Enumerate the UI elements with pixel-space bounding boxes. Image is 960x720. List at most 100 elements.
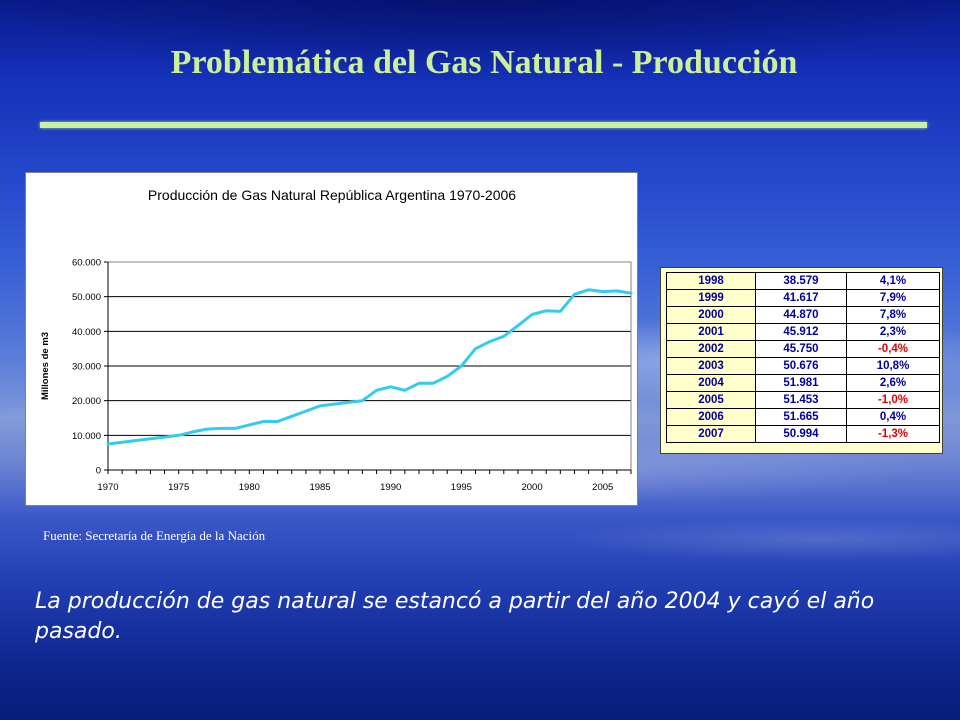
table-cell-year: 1998 (666, 272, 756, 290)
data-point (248, 423, 251, 427)
table-cell-percent: -1,0% (846, 391, 940, 409)
table-cell-year: 2007 (666, 425, 756, 443)
table-cell-value: 45.750 (755, 340, 847, 358)
x-tick-label: 1980 (239, 482, 260, 493)
table-cell-year: 2002 (666, 340, 756, 358)
x-tick-label: 2005 (592, 482, 613, 493)
production-table-panel: 1998 38.579 4,1% 1999 41.617 7,9% 2000 44.870 7,… (660, 267, 943, 454)
chart-svg: Producción de Gas Natural República Arge… (40, 187, 633, 493)
data-point (318, 404, 322, 408)
table-cell-percent: 2,3% (846, 323, 940, 341)
table-cell-value: 51.665 (755, 408, 847, 426)
table-row: 1998 38.579 4,1% (666, 272, 940, 290)
data-point (502, 335, 505, 338)
table-row: 2001 45.912 2,3% (666, 323, 940, 341)
data-point (106, 442, 110, 446)
data-point (219, 427, 223, 430)
data-point (332, 402, 336, 406)
source-note: Fuente: Secretaría de Energía de la Naci… (43, 528, 266, 543)
data-point (276, 420, 279, 423)
data-point (488, 340, 491, 343)
table-row: 2000 44.870 7,8% (666, 306, 940, 324)
data-point (587, 288, 590, 291)
table-cell-percent: -0,4% (846, 340, 940, 358)
table-row: 2004 51.981 2,6% (666, 374, 940, 392)
data-point (460, 364, 463, 368)
table-cell-value: 51.453 (755, 391, 847, 409)
table-cell-year: 1999 (666, 289, 756, 307)
y-axis-label: Millones de m3 (40, 332, 51, 400)
data-point (234, 427, 237, 430)
table-cell-value: 45.912 (755, 323, 847, 341)
data-point (559, 310, 562, 313)
data-point (417, 382, 421, 385)
table-cell-year: 2001 (666, 323, 756, 341)
table-cell-value: 44.870 (755, 306, 847, 324)
title-divider (40, 122, 927, 128)
data-point (205, 427, 209, 431)
table-row: 2003 50.676 10,8% (666, 357, 940, 375)
production-table: 1998 38.579 4,1% 1999 41.617 7,9% 2000 44.870 7,… (666, 272, 940, 443)
data-point (629, 292, 633, 295)
table-cell-year: 2006 (666, 408, 756, 426)
data-point (530, 313, 534, 316)
table-cell-percent: 7,8% (846, 306, 940, 324)
slide-caption: La producción de gas natural se estancó … (35, 589, 875, 644)
table-cell-year: 2005 (666, 391, 756, 409)
data-point (375, 389, 378, 392)
chart-title: Producción de Gas Natural República Arge… (148, 187, 516, 203)
table-cell-percent: 10,8% (846, 357, 940, 375)
x-tick-label: 1990 (380, 482, 401, 493)
data-point (544, 309, 548, 313)
y-tick-label: 40.000 (72, 327, 101, 338)
data-point (304, 409, 308, 413)
data-point (361, 399, 364, 402)
data-point (615, 289, 619, 293)
data-point (516, 324, 520, 327)
table-cell-value: 41.617 (755, 289, 847, 307)
data-point (474, 347, 477, 350)
table-cell-value: 50.676 (755, 357, 847, 375)
x-tick-label: 1995 (451, 482, 472, 493)
data-point (347, 401, 350, 404)
x-tick-label: 2000 (521, 482, 542, 493)
series-line (106, 288, 633, 446)
y-tick-label: 0 (96, 466, 101, 477)
table-row: 2005 51.453 -1,0% (666, 391, 940, 409)
production-chart: Producción de Gas Natural República Arge… (25, 172, 638, 506)
table-cell-value: 51.981 (755, 374, 847, 392)
table-cell-value: 50.994 (755, 425, 847, 443)
table-cell-percent: 2,6% (846, 374, 940, 392)
table-row: 2002 45.750 -0,4% (666, 340, 940, 358)
table-row: 2007 50.994 -1,3% (666, 425, 940, 443)
table-cell-year: 2004 (666, 374, 756, 392)
data-point (290, 415, 293, 418)
y-tick-label: 10.000 (72, 431, 101, 442)
data-point (389, 385, 392, 388)
data-point (446, 375, 449, 378)
y-tick-label: 20.000 (72, 396, 101, 407)
y-tick-label: 30.000 (72, 362, 101, 373)
y-tick-label: 50.000 (72, 292, 101, 303)
data-point (120, 441, 124, 444)
table-cell-year: 2003 (666, 357, 756, 375)
x-tick-label: 1985 (309, 482, 330, 493)
data-point (149, 437, 152, 440)
table-cell-percent: 7,9% (846, 289, 940, 307)
table-row: 1999 41.617 7,9% (666, 289, 940, 307)
x-tick-label: 1975 (168, 482, 189, 493)
data-point (177, 434, 180, 437)
x-tick-label: 1970 (97, 482, 118, 493)
table-cell-year: 2000 (666, 306, 756, 324)
data-point (262, 420, 265, 423)
data-point (191, 430, 195, 434)
table-cell-value: 38.579 (755, 272, 847, 290)
slide-title: Problemática del Gas Natural - Producció… (170, 44, 798, 81)
data-point (601, 290, 604, 293)
data-point (431, 382, 435, 385)
data-point (403, 389, 407, 392)
table-cell-percent: -1,3% (846, 425, 940, 443)
table-cell-percent: 0,4% (846, 408, 940, 426)
table-row: 2006 51.665 0,4% (666, 408, 940, 426)
data-point (163, 435, 166, 439)
